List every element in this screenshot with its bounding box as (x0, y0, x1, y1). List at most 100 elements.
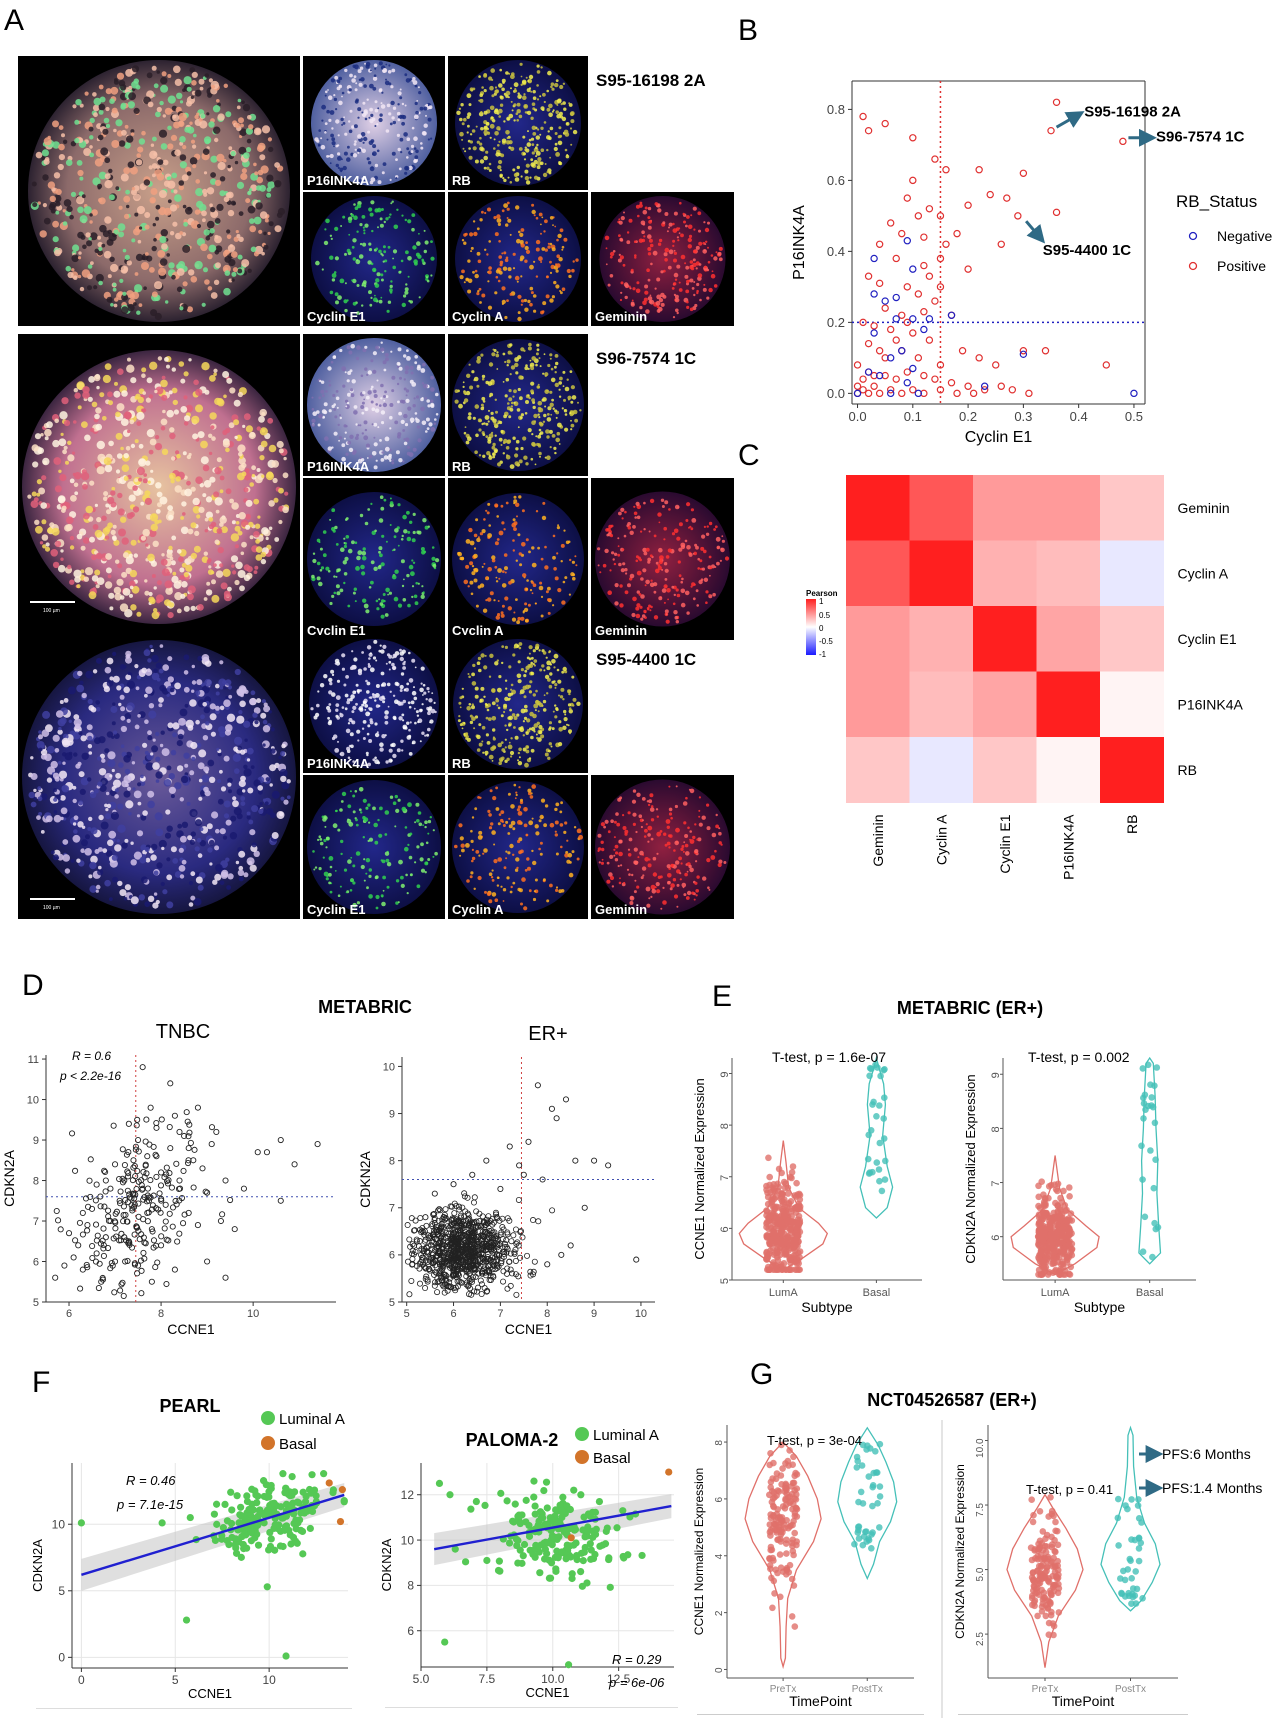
nucleus-dot (234, 160, 239, 165)
nucleus-dot (223, 755, 230, 762)
nucleus-dot (185, 207, 193, 215)
nucleus-dot (512, 168, 516, 172)
nucleus-dot (140, 535, 146, 541)
nucleus-dot (254, 171, 259, 176)
nucleus-dot (210, 292, 218, 299)
nucleus-dot (73, 482, 79, 488)
nucleus-dot (87, 744, 93, 749)
nucleus-dot (123, 411, 132, 420)
nucleus-dot (123, 686, 130, 694)
nucleus-dot (708, 594, 711, 596)
nucleus-dot (210, 84, 216, 89)
nucleus-dot (546, 148, 549, 152)
nucleus-dot (209, 476, 216, 483)
nucleus-dot (534, 463, 537, 466)
nucleus-dot (172, 858, 179, 864)
nucleus-dot (52, 561, 60, 569)
nucleus-dot (535, 363, 538, 367)
nucleus-dot (500, 429, 504, 434)
nucleus-dot (120, 102, 127, 109)
nucleus-dot (362, 391, 366, 395)
nucleus-dot (227, 209, 235, 217)
nucleus-dot (62, 839, 69, 845)
nucleus-dot (394, 420, 399, 425)
nucleus-dot (483, 110, 488, 115)
nucleus-dot (412, 447, 417, 452)
nucleus-dot (485, 733, 489, 737)
nucleus-dot (381, 254, 384, 257)
nucleus-dot (57, 163, 64, 171)
nucleus-dot (485, 435, 489, 438)
nucleus-dot (363, 435, 369, 441)
nucleus-dot (487, 533, 492, 538)
nucleus-dot (201, 774, 210, 783)
nucleus-dot (94, 788, 99, 794)
nucleus-dot (237, 391, 243, 398)
nucleus-dot (392, 715, 397, 720)
nucleus-dot (533, 159, 538, 165)
nucleus-dot (169, 432, 176, 440)
nucleus-dot (247, 190, 252, 196)
nucleus-dot (380, 506, 385, 511)
nucleus-dot (160, 84, 169, 93)
nucleus-dot (375, 599, 379, 603)
nucleus-dot (149, 644, 153, 649)
nucleus-dot (680, 254, 686, 260)
nucleus-dot (505, 71, 509, 75)
nucleus-dot (160, 143, 168, 150)
nucleus-dot (421, 703, 424, 706)
nucleus-dot (476, 748, 481, 752)
nucleus-dot (180, 775, 189, 784)
nucleus-dot (172, 221, 178, 227)
nucleus-dot (547, 242, 551, 245)
nucleus-dot (368, 874, 372, 879)
nucleus-dot (161, 243, 168, 250)
nucleus-dot (542, 651, 547, 655)
nucleus-dot (375, 659, 378, 662)
nucleus-dot (153, 586, 157, 590)
nucleus-dot (196, 837, 202, 843)
nucleus-dot (395, 450, 400, 455)
nucleus-dot (158, 703, 163, 708)
nucleus-dot (258, 229, 263, 234)
nucleus-dot (370, 359, 374, 363)
nucleus-dot (491, 352, 496, 357)
nucleus-dot (348, 233, 351, 236)
nucleus-dot (202, 464, 210, 472)
nucleus-dot (569, 127, 573, 130)
nucleus-dot (663, 601, 666, 604)
nucleus-dot (89, 220, 93, 224)
nucleus-dot (330, 237, 333, 240)
nucleus-dot (95, 273, 104, 283)
nucleus-dot (527, 78, 532, 84)
nucleus-dot (538, 702, 543, 707)
nucleus-dot (559, 695, 564, 699)
nucleus-dot (95, 584, 100, 589)
nucleus-dot (535, 275, 539, 278)
nucleus-dot (343, 572, 348, 576)
nucleus-dot (98, 814, 104, 821)
nucleus-dot (150, 648, 154, 653)
nucleus-dot (413, 686, 415, 689)
nucleus-dot (178, 120, 185, 128)
nucleus-dot (225, 819, 232, 826)
nucleus-dot (497, 600, 500, 602)
nucleus-dot (112, 536, 117, 542)
nucleus-dot (318, 129, 322, 132)
nucleus-dot (372, 267, 377, 273)
nucleus-dot (352, 881, 356, 885)
nucleus-dot (348, 350, 353, 355)
nucleus-dot (38, 730, 42, 734)
nucleus-dot (473, 727, 476, 730)
nucleus-dot (177, 733, 184, 740)
nucleus-dot (333, 94, 336, 97)
nucleus-dot (39, 230, 47, 238)
nucleus-dot (197, 604, 204, 611)
nucleus-dot (357, 739, 360, 742)
nucleus-dot (346, 248, 351, 253)
nucleus-dot (230, 533, 240, 542)
nucleus-dot (384, 352, 389, 357)
nucleus-dot (213, 491, 220, 498)
nucleus-dot (125, 674, 132, 681)
nucleus-dot (654, 287, 657, 290)
